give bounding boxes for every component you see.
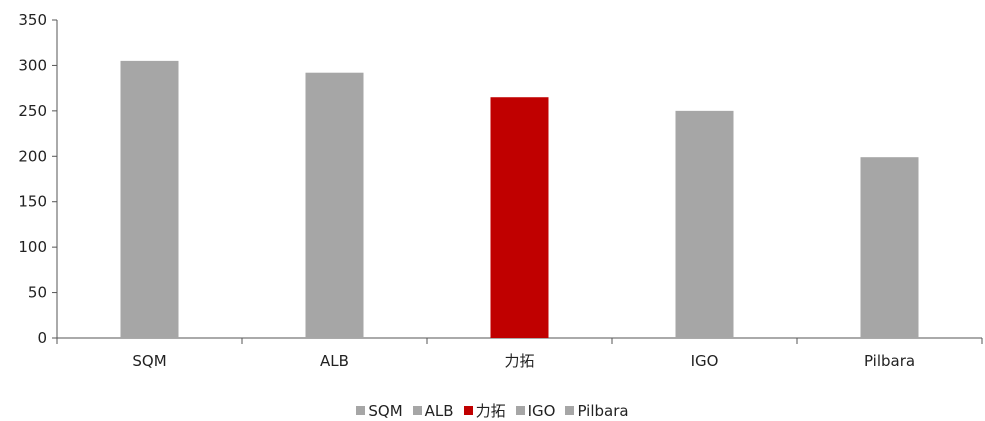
y-tick-label: 250 — [18, 102, 47, 120]
legend-item: SQM — [356, 401, 403, 420]
legend-swatch — [412, 406, 422, 415]
legend-swatch — [463, 406, 473, 415]
bar-sqm — [120, 60, 179, 339]
bar-力拓 — [490, 97, 549, 338]
y-tick-label: 350 — [18, 11, 47, 29]
legend-label: 力拓 — [475, 402, 506, 420]
legend: SQM ALB 力拓 IGO Pilbara — [0, 400, 985, 421]
bar-pilbara — [860, 157, 919, 338]
legend-item: 力拓 — [463, 400, 506, 421]
y-axis: 0 50 100 150 200 250 300 350 — [18, 11, 58, 347]
bar-chart: 0 50 100 150 200 250 300 350 SQM ALB 力拓 IGO Pilbara — [18, 11, 983, 370]
legend-swatch — [356, 406, 366, 415]
legend-item: Pilbara — [565, 401, 629, 420]
x-tick-label: IGO — [691, 352, 719, 370]
legend-item: ALB — [412, 401, 454, 420]
bar-igo — [675, 110, 734, 338]
y-tick-label: 200 — [18, 147, 47, 165]
legend-label: IGO — [527, 401, 556, 420]
legend-item: IGO — [515, 401, 556, 420]
bars — [120, 60, 919, 339]
y-tick-label: 300 — [18, 56, 47, 74]
legend-label: ALB — [424, 401, 454, 420]
y-tick-label: 50 — [28, 284, 47, 302]
x-tick-label: ALB — [320, 352, 349, 370]
legend-swatch — [565, 406, 575, 415]
x-tick-label: Pilbara — [864, 352, 915, 370]
y-tick-label: 0 — [37, 329, 47, 347]
bar-alb — [305, 72, 364, 338]
legend-label: SQM — [368, 401, 403, 420]
y-tick-label: 100 — [18, 238, 47, 256]
legend-swatch — [515, 406, 525, 415]
x-tick-label: 力拓 — [504, 352, 534, 370]
x-tick-label: SQM — [132, 352, 166, 370]
legend-label: Pilbara — [577, 401, 629, 420]
y-tick-label: 150 — [18, 193, 47, 211]
x-axis: SQM ALB 力拓 IGO Pilbara — [56, 337, 983, 370]
